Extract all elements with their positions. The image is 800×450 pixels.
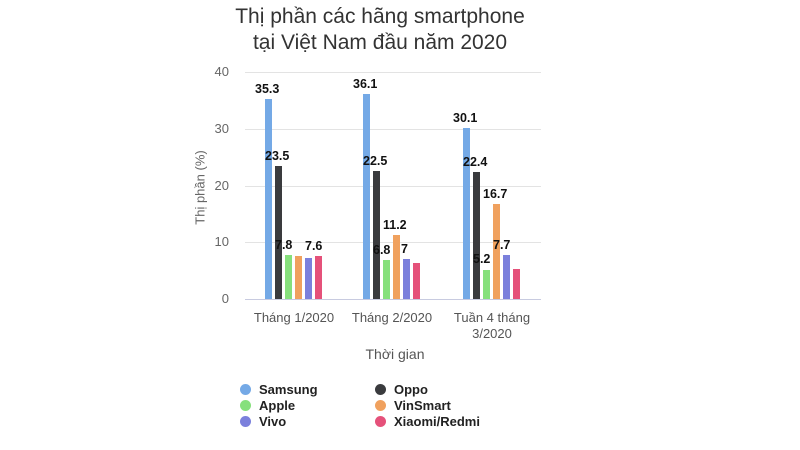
legend-item-oppo: Oppo [375,382,428,397]
data-label: 23.5 [265,148,290,163]
bar-oppo [275,165,282,299]
bar-samsung [363,94,370,299]
bar-samsung [265,98,272,299]
bar-vinsmart [493,204,500,299]
bar-vinsmart [393,235,400,299]
bar-vivo [503,255,510,299]
legend-label: Xiaomi/Redmi [394,414,480,429]
legend-item-xiaomiredmi: Xiaomi/Redmi [375,414,480,429]
bar-apple [383,260,390,299]
x-tick-label: Tháng 2/2020 [351,310,433,325]
legend-swatch-icon [240,400,251,411]
bar-vivo [305,257,312,299]
y-tick-label: 40 [214,64,229,79]
data-label: 7.7 [493,238,511,253]
legend-label: Samsung [259,382,318,397]
title-line-2: tại Việt Nam đầu năm 2020 [252,31,508,54]
legend-swatch-icon [375,416,386,427]
legend-swatch-icon [375,400,386,411]
bar-apple [285,254,292,299]
data-label: 30.1 [453,111,478,126]
bar-xiaomiredmi [413,263,420,299]
y-tick-label: 30 [214,120,229,136]
bar-samsung [463,128,470,299]
x-axis-label: Thời gian [365,346,425,362]
data-label: 6.8 [373,243,391,258]
bar-oppo [473,171,480,299]
bar-vinsmart [295,256,302,299]
data-label: 7 [401,242,408,257]
chart-title: Thị phần các hãng smartphone tại Việt Na… [190,4,570,56]
y-tick-label: 0 [221,291,229,306]
legend-swatch-icon [375,384,386,395]
gridline [245,185,541,187]
legend-item-apple: Apple [240,398,295,413]
data-label: 22.5 [363,154,388,169]
x-tick-label: Tháng 1/2020 [253,310,335,325]
legend-item-samsung: Samsung [240,382,318,397]
data-label: 35.3 [255,81,280,96]
legend-item-vivo: Vivo [240,414,286,429]
plot-area: 35.3 23.5 7.8 7.6 36.1 22.5 6.8 11.2 7 30.1 22.4 5.… [245,72,541,300]
gridline [245,128,541,130]
title-line-1: Thị phần các hãng smartphone [235,5,525,28]
data-label: 11.2 [383,218,407,233]
legend-label: Apple [259,398,296,413]
bar-apple [483,269,490,299]
legend-swatch-icon [240,384,251,395]
data-label: 16.7 [483,187,508,202]
bar-vivo [403,259,410,299]
data-label: 36.1 [353,77,378,92]
data-label: 7.8 [275,237,293,252]
y-tick-label: 20 [214,177,229,193]
x-tick-label: Tuần 4 tháng 3/2020 [453,310,531,341]
legend-label: Vivo [259,414,287,429]
legend-label: Oppo [394,382,428,397]
legend-item-vinsmart: VinSmart [375,398,451,413]
bar-xiaomiredmi [315,255,322,299]
data-label: 22.4 [463,154,488,169]
data-label: 5.2 [473,252,491,267]
legend-label: VinSmart [394,398,451,413]
data-label: 7.6 [305,238,323,253]
bar-oppo [373,171,380,299]
legend-swatch-icon [240,416,251,427]
bar-xiaomiredmi [513,268,520,299]
gridline [245,72,541,73]
y-tick-label: 10 [214,234,229,250]
gridline [245,299,541,300]
